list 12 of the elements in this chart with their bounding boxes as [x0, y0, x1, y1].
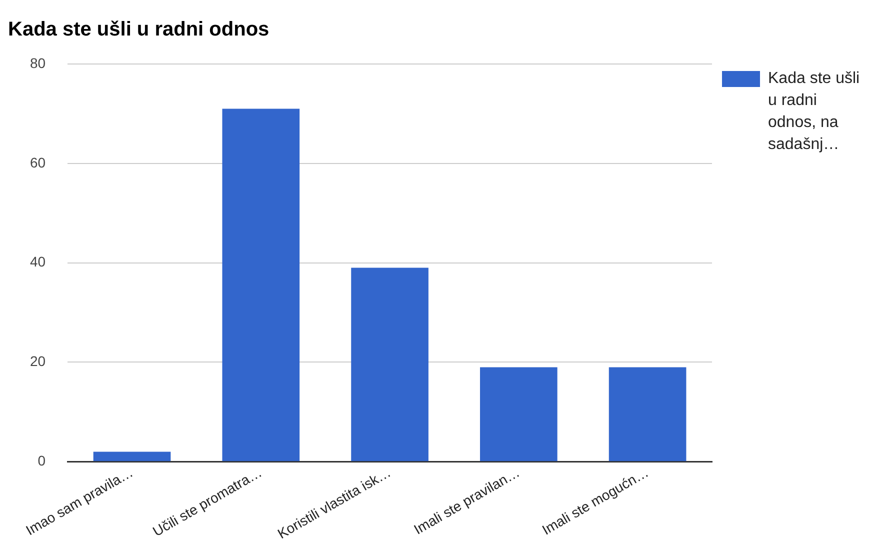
y-tick-label: 60: [30, 154, 46, 170]
bar: [351, 268, 428, 462]
chart-title: Kada ste ušli u radni odnos: [8, 18, 270, 41]
y-tick-label: 20: [30, 353, 46, 370]
bar: [608, 367, 686, 462]
y-tick-label: 40: [30, 254, 46, 270]
bar: [222, 108, 300, 462]
y-tick-label: 80: [30, 54, 46, 71]
legend-label: Kada ste ušli u radni odnos, na sadašnj…: [768, 69, 861, 155]
y-tick-label: 0: [38, 452, 46, 469]
bar: [480, 367, 558, 462]
bar: [93, 452, 171, 462]
